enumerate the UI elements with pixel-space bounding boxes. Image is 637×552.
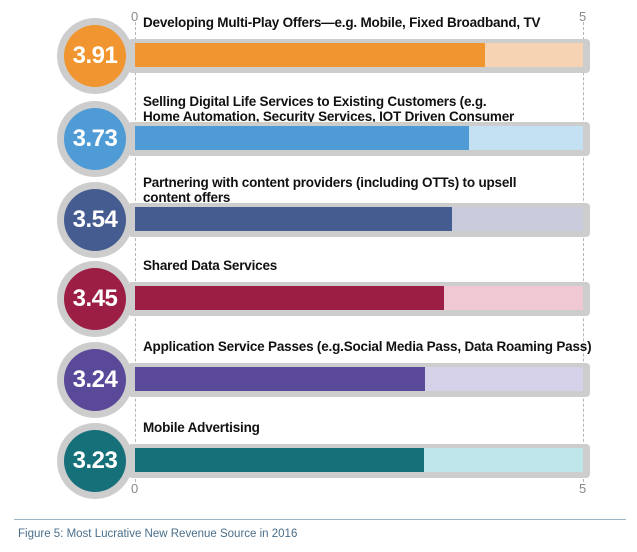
bar [135, 126, 470, 150]
category-label: Mobile Advertising [143, 420, 260, 435]
axis-gridline [135, 22, 136, 482]
axis-gridline [583, 22, 584, 482]
axis-tick-label-bottom: 5 [579, 481, 587, 496]
chart-row: Application Service Passes (e.g.Social M… [0, 337, 637, 427]
chart-row: Partnering with content providers (inclu… [0, 175, 637, 265]
category-label: Shared Data Services [143, 258, 278, 273]
figure-caption: Figure 5: Most Lucrative New Revenue Sou… [18, 528, 298, 540]
bar [135, 207, 453, 231]
category-label: Developing Multi-Play Offers—e.g. Mobile… [143, 15, 541, 30]
bar [135, 286, 445, 310]
axis-tick-label-top: 0 [131, 9, 139, 24]
axis-tick-label-bottom: 0 [131, 481, 139, 496]
chart-row: Selling Digital Life Services to Existin… [0, 94, 637, 184]
value-badge: 3.24 [64, 349, 126, 411]
chart-row: Shared Data Services 3.45 [0, 256, 637, 346]
caption-divider [14, 519, 626, 520]
bar [135, 43, 486, 67]
axis-tick-label-top: 5 [579, 9, 587, 24]
value-badge: 3.23 [64, 430, 126, 492]
category-label: Application Service Passes (e.g.Social M… [143, 339, 592, 354]
category-label: Selling Digital Life Services to Existin… [143, 94, 515, 139]
chart-row: Developing Multi-Play Offers—e.g. Mobile… [0, 13, 637, 103]
chart-row: Mobile Advertising 3.23 [0, 418, 637, 508]
bar [135, 448, 425, 472]
bar [135, 367, 426, 391]
value-badge: 3.91 [64, 25, 126, 87]
value-badge: 3.73 [64, 108, 126, 170]
category-label: Partnering with content providers (inclu… [143, 175, 517, 205]
value-badge: 3.54 [64, 189, 126, 251]
value-badge: 3.45 [64, 268, 126, 330]
